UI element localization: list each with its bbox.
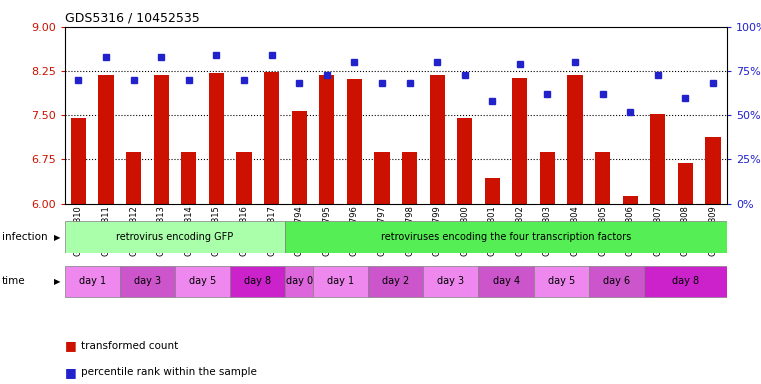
Bar <box>644 266 727 297</box>
Text: ▶: ▶ <box>54 277 61 286</box>
Bar <box>705 137 721 204</box>
Bar <box>368 266 423 297</box>
Bar <box>285 222 727 253</box>
Bar <box>65 266 119 297</box>
Bar <box>650 114 665 204</box>
Text: ▶: ▶ <box>54 233 61 242</box>
Bar <box>98 75 113 204</box>
Bar <box>209 73 224 204</box>
Text: day 3: day 3 <box>134 276 161 286</box>
Bar <box>374 152 390 204</box>
Text: day 8: day 8 <box>672 276 699 286</box>
Bar <box>533 266 589 297</box>
Text: GDS5316 / 10452535: GDS5316 / 10452535 <box>65 12 199 25</box>
Bar <box>568 75 583 204</box>
Text: percentile rank within the sample: percentile rank within the sample <box>81 367 257 377</box>
Text: day 0: day 0 <box>285 276 313 286</box>
Bar <box>285 266 313 297</box>
Bar <box>319 75 334 204</box>
Bar <box>457 118 473 204</box>
Text: retrovirus encoding GFP: retrovirus encoding GFP <box>116 232 234 242</box>
Text: day 5: day 5 <box>548 276 575 286</box>
Text: ■: ■ <box>65 366 76 379</box>
Bar <box>429 75 444 204</box>
Bar <box>589 266 644 297</box>
Text: day 1: day 1 <box>78 276 106 286</box>
Bar <box>65 222 285 253</box>
Text: day 4: day 4 <box>492 276 520 286</box>
Bar <box>540 152 555 204</box>
Text: retroviruses encoding the four transcription factors: retroviruses encoding the four transcrip… <box>381 232 631 242</box>
Bar <box>595 152 610 204</box>
Bar <box>512 78 527 204</box>
Bar <box>622 196 638 204</box>
Text: day 3: day 3 <box>438 276 464 286</box>
Text: day 1: day 1 <box>327 276 354 286</box>
Bar <box>402 152 417 204</box>
Bar <box>71 118 86 204</box>
Text: day 5: day 5 <box>189 276 216 286</box>
Bar <box>237 152 252 204</box>
Text: ■: ■ <box>65 339 76 352</box>
Bar <box>175 266 230 297</box>
Text: infection: infection <box>2 232 47 242</box>
Bar <box>230 266 285 297</box>
Bar <box>485 178 500 204</box>
Bar <box>347 79 362 204</box>
Text: day 8: day 8 <box>244 276 272 286</box>
Text: day 6: day 6 <box>603 276 630 286</box>
Text: time: time <box>2 276 25 286</box>
Bar <box>313 266 368 297</box>
Bar <box>181 152 196 204</box>
Bar <box>423 266 479 297</box>
Bar <box>154 75 169 204</box>
Bar <box>479 266 533 297</box>
Bar <box>264 72 279 204</box>
Bar <box>119 266 175 297</box>
Text: day 2: day 2 <box>382 276 409 286</box>
Bar <box>291 111 307 204</box>
Bar <box>678 163 693 204</box>
Text: transformed count: transformed count <box>81 341 179 351</box>
Bar <box>126 152 142 204</box>
